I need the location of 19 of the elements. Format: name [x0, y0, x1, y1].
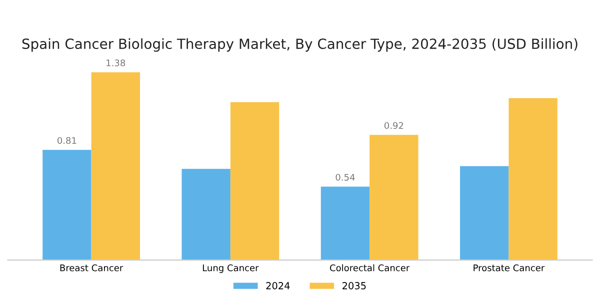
legend-label: 2035: [342, 282, 366, 290]
bar: [370, 134, 418, 260]
data-label: 1.38: [106, 59, 126, 66]
data-label: 0.54: [336, 174, 355, 181]
data-label: 0.81: [57, 137, 76, 144]
bar: [230, 102, 280, 260]
data-label: 0.92: [384, 122, 404, 129]
bar: [508, 98, 558, 260]
x-tick-label: Breast Cancer: [60, 264, 124, 272]
legend-label: 2024: [266, 282, 290, 290]
bar: [42, 150, 92, 260]
bar: [182, 168, 230, 260]
bar: [320, 186, 370, 260]
bar: [460, 166, 509, 260]
x-tick-label: Lung Cancer: [202, 264, 259, 274]
bar: [91, 72, 140, 260]
x-tick-label: Colorectal Cancer: [330, 264, 410, 272]
x-tick-label: Prostate Cancer: [474, 264, 545, 272]
chart-title: Spain Cancer Biologic Therapy Market, By Cancer Type, 2024-2035 (USD Billion): [22, 38, 578, 52]
